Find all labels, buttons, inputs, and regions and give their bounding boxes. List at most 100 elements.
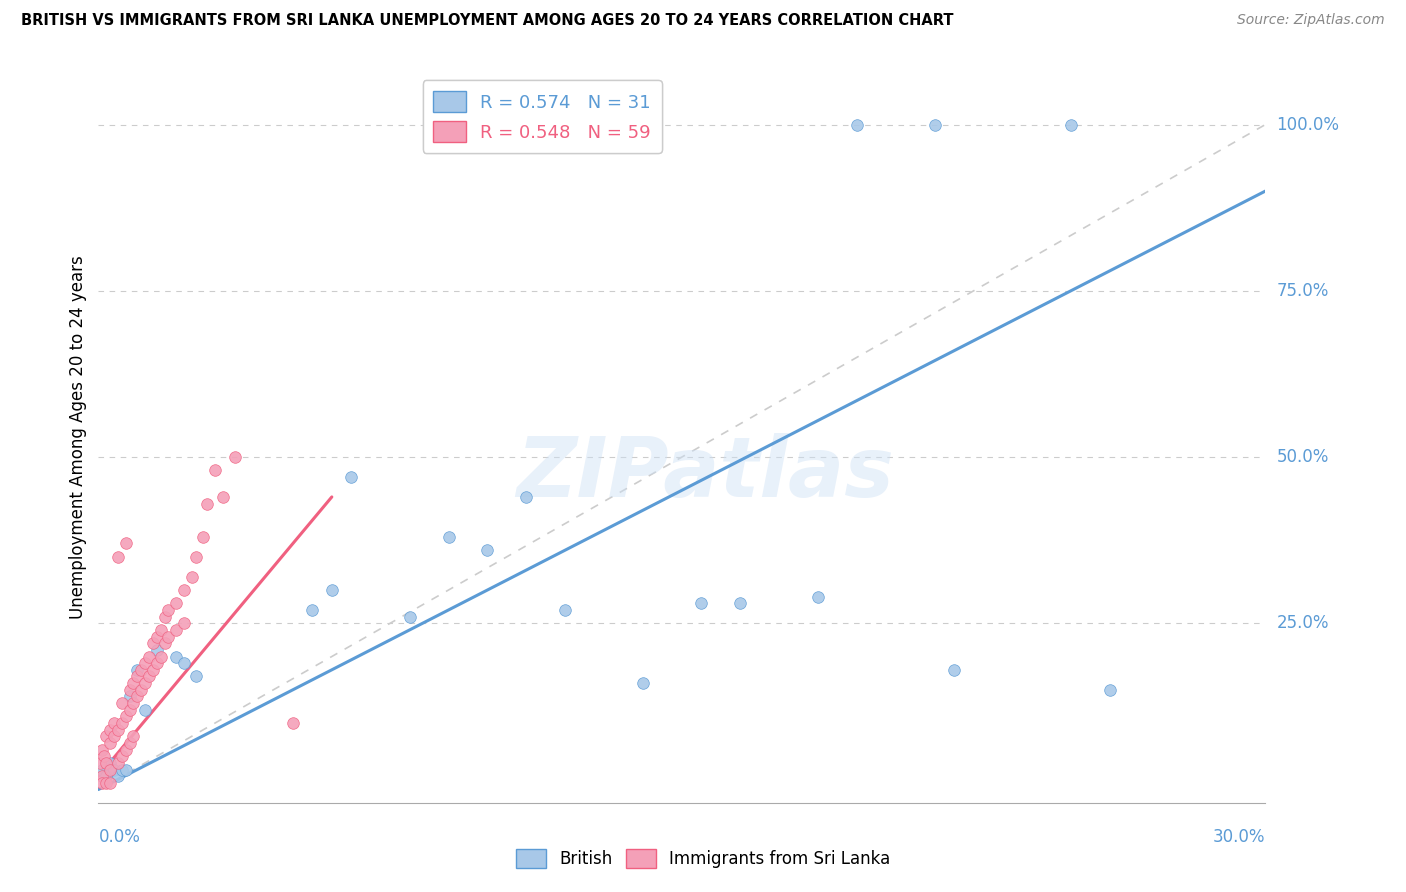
Text: 0.0%: 0.0% — [98, 828, 141, 846]
Point — [98, 723, 121, 737]
Point — [122, 729, 145, 743]
Point — [340, 470, 363, 484]
Point — [96, 729, 118, 743]
Text: 30.0%: 30.0% — [1213, 828, 1265, 846]
Point — [173, 656, 195, 670]
Point — [96, 769, 118, 783]
Point — [730, 596, 752, 610]
Point — [924, 118, 946, 132]
Point — [107, 756, 129, 770]
Point — [173, 616, 195, 631]
Point — [114, 709, 136, 723]
Point — [91, 742, 114, 756]
Point — [91, 769, 114, 783]
Point — [943, 663, 966, 677]
Point — [165, 623, 187, 637]
Point — [142, 663, 165, 677]
Point — [807, 590, 830, 604]
Point — [212, 490, 235, 504]
Point — [127, 663, 149, 677]
Point — [845, 118, 868, 132]
Point — [127, 690, 149, 704]
Legend: British, Immigrants from Sri Lanka: British, Immigrants from Sri Lanka — [509, 842, 897, 875]
Point — [122, 696, 145, 710]
Text: 100.0%: 100.0% — [1277, 116, 1340, 134]
Point — [146, 630, 169, 644]
Point — [165, 596, 187, 610]
Point — [129, 663, 152, 677]
Point — [157, 603, 180, 617]
Point — [149, 623, 172, 637]
Point — [138, 649, 160, 664]
Point — [118, 690, 141, 704]
Point — [321, 582, 343, 597]
Point — [477, 543, 499, 558]
Text: 25.0%: 25.0% — [1277, 615, 1329, 632]
Point — [398, 609, 420, 624]
Point — [184, 549, 207, 564]
Text: 75.0%: 75.0% — [1277, 282, 1329, 300]
Point — [631, 676, 654, 690]
Point — [96, 756, 118, 770]
Point — [153, 609, 176, 624]
Point — [134, 676, 156, 690]
Point — [149, 649, 172, 664]
Point — [107, 723, 129, 737]
Point — [1098, 682, 1121, 697]
Point — [134, 656, 156, 670]
Point — [91, 776, 114, 790]
Point — [98, 776, 121, 790]
Point — [224, 450, 246, 464]
Point — [204, 463, 226, 477]
Point — [103, 763, 125, 777]
Text: ZIPatlas: ZIPatlas — [516, 434, 894, 514]
Point — [103, 729, 125, 743]
Point — [118, 736, 141, 750]
Point — [89, 756, 111, 770]
Point — [180, 570, 202, 584]
Point — [153, 636, 176, 650]
Point — [91, 763, 114, 777]
Text: Source: ZipAtlas.com: Source: ZipAtlas.com — [1237, 13, 1385, 28]
Point — [690, 596, 713, 610]
Point — [111, 749, 134, 764]
Point — [134, 703, 156, 717]
Point — [118, 703, 141, 717]
Point — [138, 669, 160, 683]
Point — [195, 497, 218, 511]
Legend: R = 0.574   N = 31, R = 0.548   N = 59: R = 0.574 N = 31, R = 0.548 N = 59 — [423, 80, 662, 153]
Point — [146, 643, 169, 657]
Point — [93, 749, 115, 764]
Point — [98, 756, 121, 770]
Point — [122, 676, 145, 690]
Point — [96, 776, 118, 790]
Text: 50.0%: 50.0% — [1277, 448, 1329, 466]
Point — [111, 716, 134, 731]
Point — [107, 769, 129, 783]
Point — [184, 669, 207, 683]
Point — [114, 742, 136, 756]
Point — [111, 696, 134, 710]
Point — [146, 656, 169, 670]
Point — [281, 716, 304, 731]
Text: BRITISH VS IMMIGRANTS FROM SRI LANKA UNEMPLOYMENT AMONG AGES 20 TO 24 YEARS CORR: BRITISH VS IMMIGRANTS FROM SRI LANKA UNE… — [21, 13, 953, 29]
Point — [157, 630, 180, 644]
Point — [129, 682, 152, 697]
Y-axis label: Unemployment Among Ages 20 to 24 years: Unemployment Among Ages 20 to 24 years — [69, 255, 87, 619]
Point — [142, 636, 165, 650]
Point — [173, 582, 195, 597]
Point — [1060, 118, 1083, 132]
Point — [193, 530, 215, 544]
Point — [98, 736, 121, 750]
Point — [165, 649, 187, 664]
Point — [107, 549, 129, 564]
Point — [118, 682, 141, 697]
Point — [437, 530, 460, 544]
Point — [114, 763, 136, 777]
Point — [103, 716, 125, 731]
Point — [98, 763, 121, 777]
Point — [127, 669, 149, 683]
Point — [111, 763, 134, 777]
Point — [554, 603, 576, 617]
Point — [114, 536, 136, 550]
